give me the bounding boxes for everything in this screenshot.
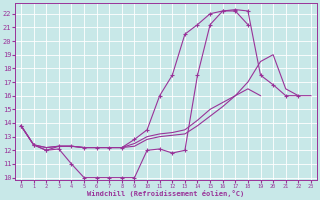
- X-axis label: Windchill (Refroidissement éolien,°C): Windchill (Refroidissement éolien,°C): [87, 190, 244, 197]
